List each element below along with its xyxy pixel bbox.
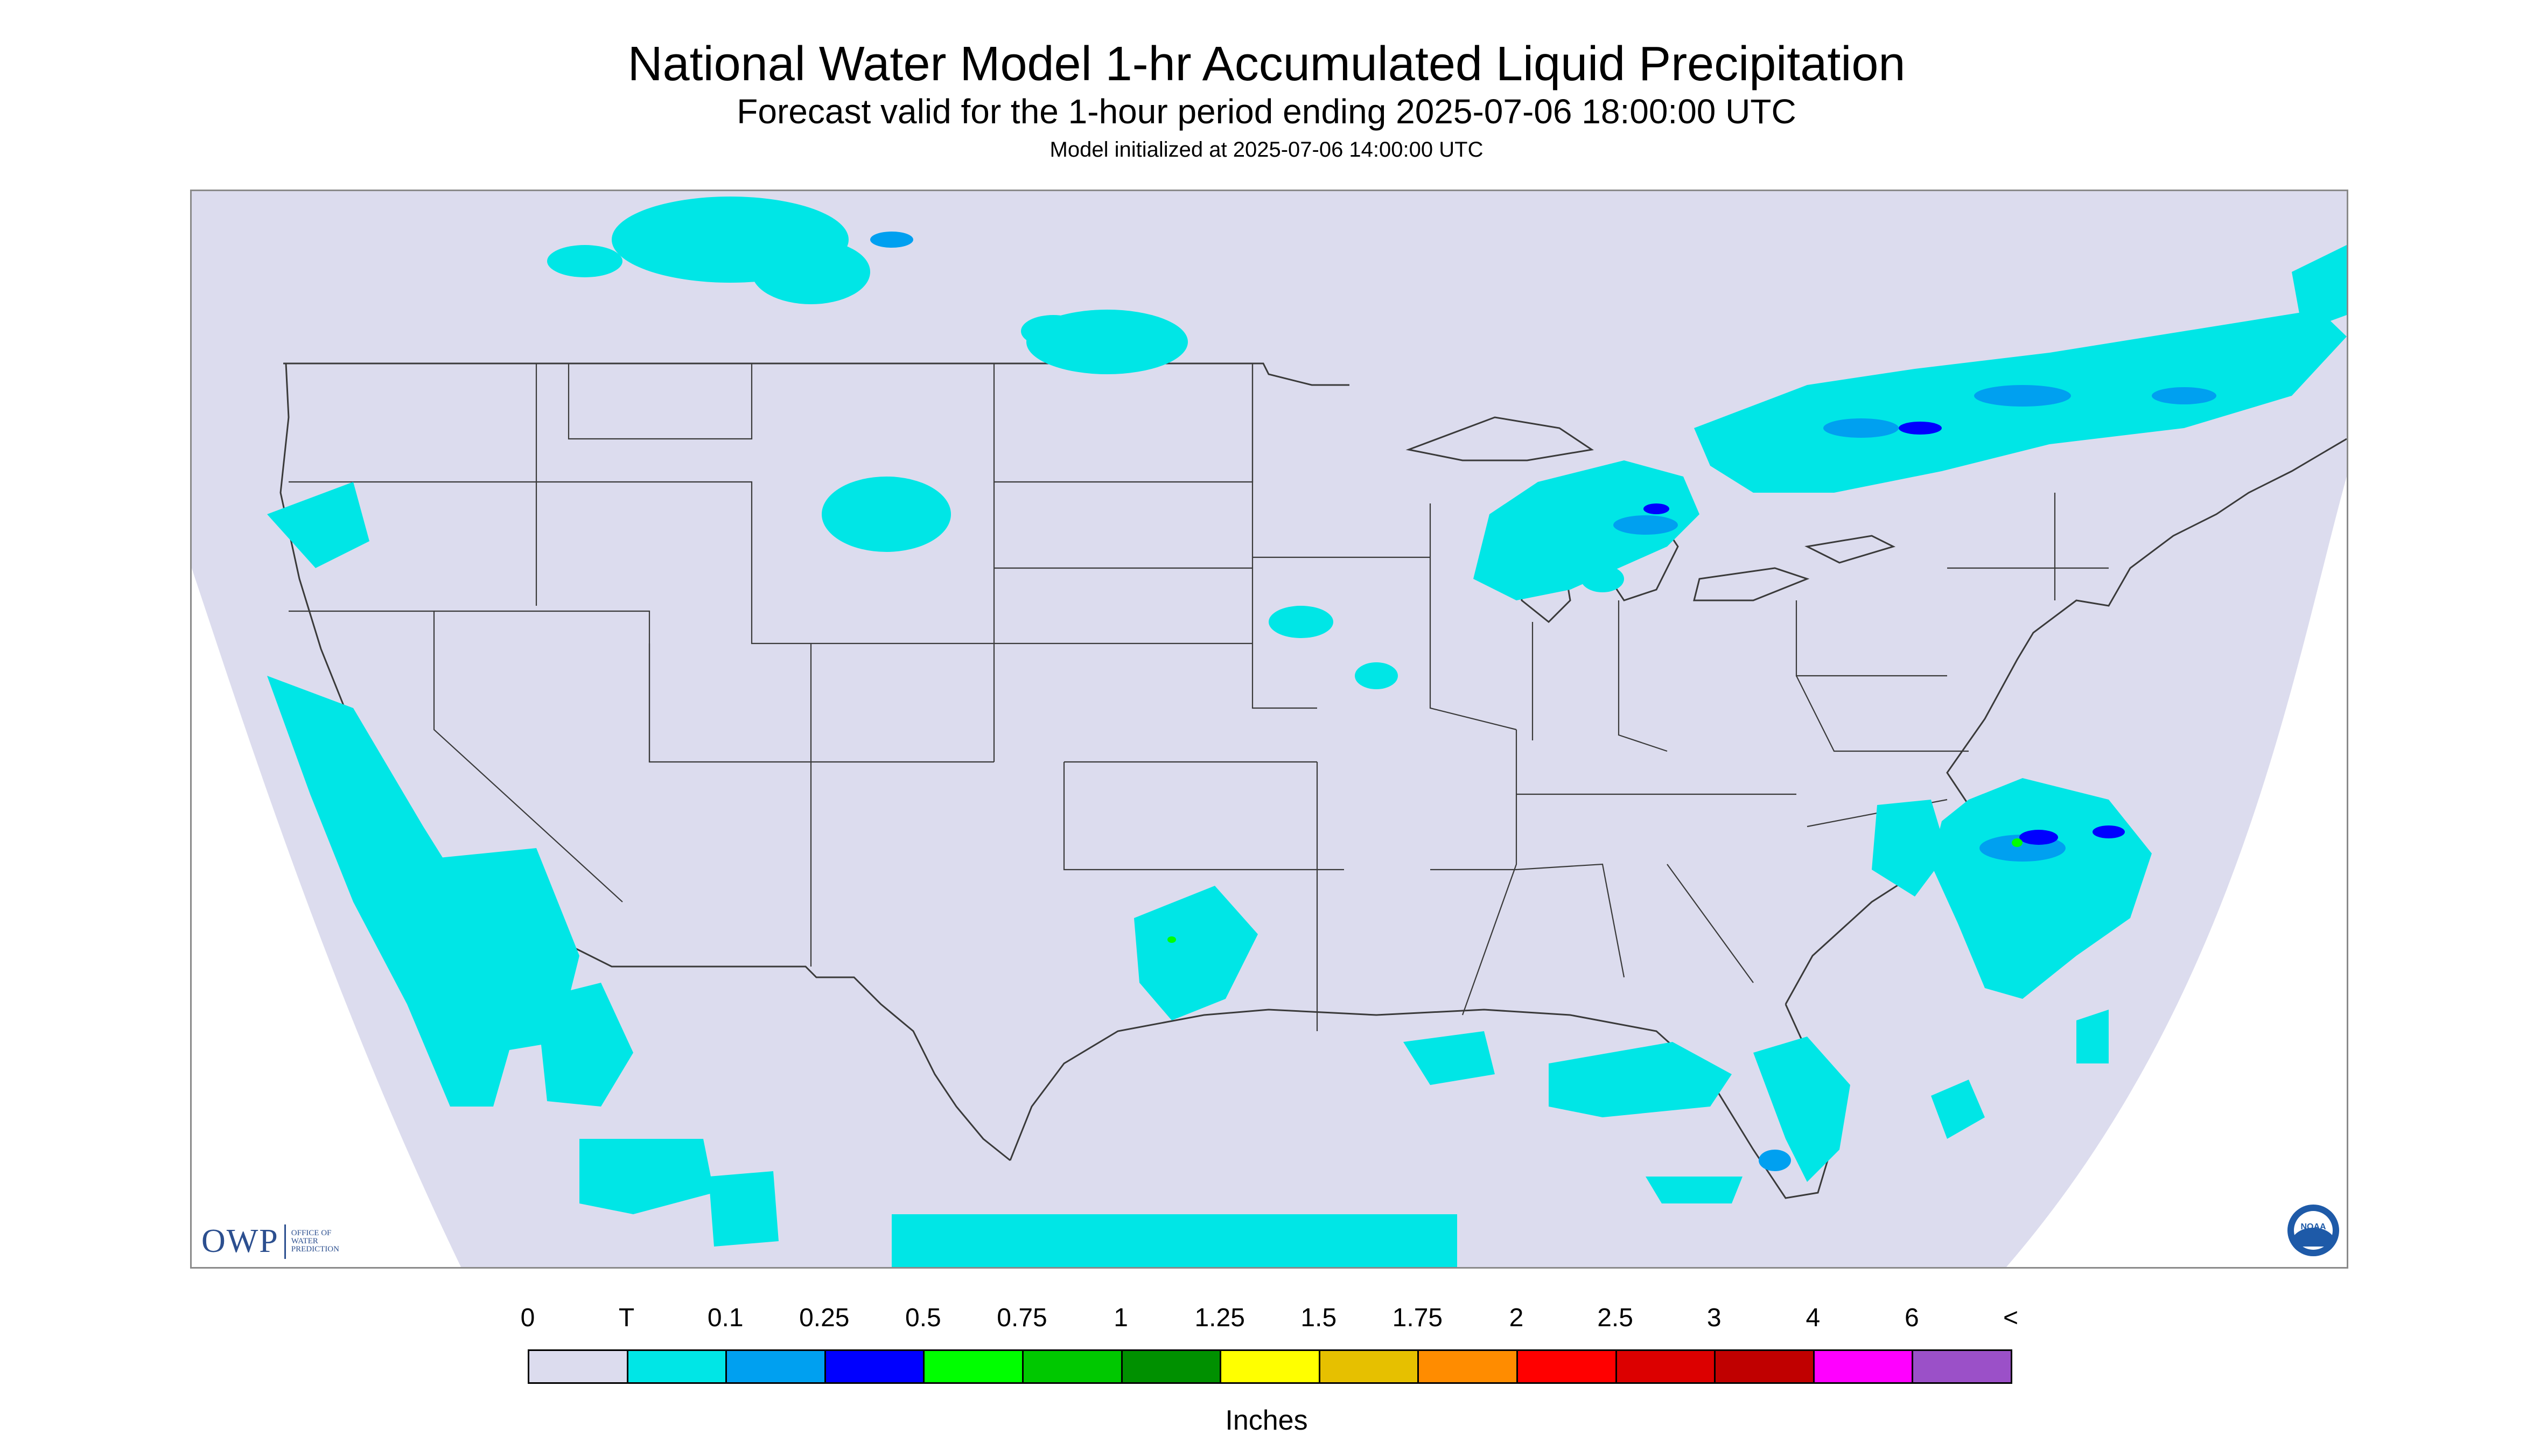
state-boundaries <box>289 363 2109 1031</box>
owp-logo-caption: OFFICE OF WATER PREDICTION <box>291 1229 339 1254</box>
legend-tick-label: 1 <box>1114 1304 1128 1332</box>
owp-logo-line1: OFFICE OF <box>291 1229 332 1237</box>
legend-swatch <box>1121 1349 1222 1384</box>
owp-logo-divider <box>284 1224 286 1259</box>
legend-swatch <box>1813 1349 1914 1384</box>
model-init-caption: Model initialized at 2025-07-06 14:00:00… <box>1049 138 1484 162</box>
legend-tick-label: 2 <box>1509 1304 1524 1332</box>
legend-tick-label: 1.25 <box>1194 1304 1245 1332</box>
legend-swatch <box>824 1349 925 1384</box>
model-domain <box>192 191 2347 1267</box>
legend-tick-label: 0 <box>520 1304 535 1332</box>
legend-swatch <box>528 1349 628 1384</box>
legend-swatch <box>1022 1349 1123 1384</box>
legend-tick-label: < <box>2003 1304 2019 1332</box>
legend-swatch <box>725 1349 826 1384</box>
legend-tick-label: 0.75 <box>997 1304 1047 1332</box>
legend-tick-label: 0.5 <box>905 1304 941 1332</box>
map-canvas: NOAA <box>192 191 2347 1267</box>
legend-swatch <box>1318 1349 1419 1384</box>
forecast-valid-subtitle: Forecast valid for the 1-hour period end… <box>737 92 1796 131</box>
precip-0-1 <box>870 232 2216 1171</box>
legend-swatch <box>1714 1349 1815 1384</box>
legend-tick-label: 3 <box>1706 1304 1722 1332</box>
legend-units-label: Inches <box>1225 1405 1308 1436</box>
precipitation-map: NOAA OWP OFFICE OF WATER PREDICTION <box>190 190 2348 1269</box>
legend-tick-label: 0.1 <box>707 1304 744 1332</box>
owp-logo-mark: OWP <box>201 1223 279 1259</box>
owp-logo-line2: WATER <box>291 1237 318 1245</box>
legend-swatch <box>923 1349 1024 1384</box>
legend-swatch <box>626 1349 727 1384</box>
legend-tick-label: 4 <box>1806 1304 1821 1332</box>
legend-tick-label: 2.5 <box>1597 1304 1633 1332</box>
map-title: National Water Model 1-hr Accumulated Li… <box>627 37 1906 91</box>
national-boundaries <box>283 362 1349 1161</box>
owp-logo: OWP OFFICE OF WATER PREDICTION <box>201 1222 339 1261</box>
precip-0-5 <box>1167 838 2023 943</box>
legend-swatch <box>1516 1349 1617 1384</box>
legend-tick-label: 6 <box>1905 1304 1919 1332</box>
legend-tick-label: T <box>618 1304 635 1332</box>
legend-tick-label: 1.5 <box>1300 1304 1337 1332</box>
legend-tick-label: 1.75 <box>1392 1304 1443 1332</box>
precip-0-25 <box>1643 422 2125 845</box>
legend-swatch <box>1912 1349 2012 1384</box>
legend-swatch <box>1220 1349 1320 1384</box>
noaa-logo-text: NOAA <box>2300 1222 2326 1231</box>
legend-swatch <box>1417 1349 1518 1384</box>
owp-logo-line3: PREDICTION <box>291 1245 339 1254</box>
legend-tick-label: 0.25 <box>799 1304 850 1332</box>
noaa-logo: NOAA <box>2287 1205 2339 1256</box>
legend-swatch <box>1615 1349 1716 1384</box>
